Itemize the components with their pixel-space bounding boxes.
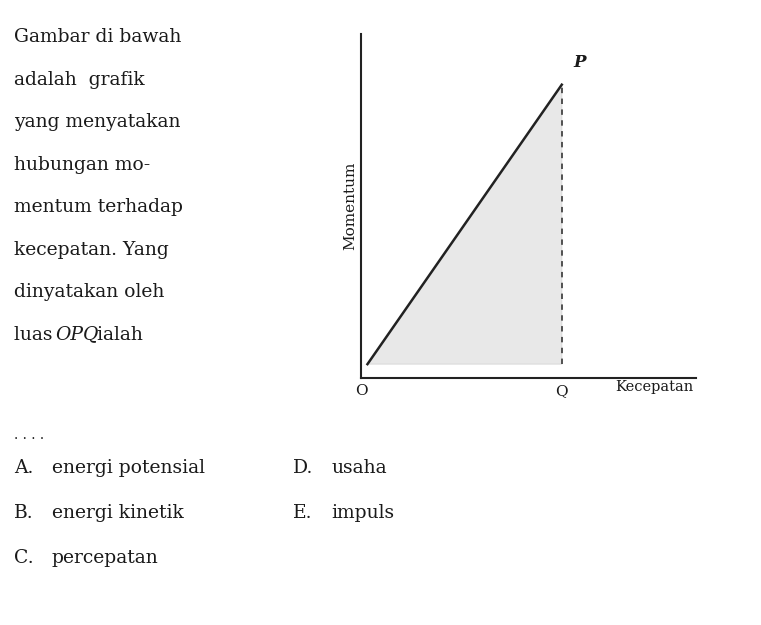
Text: impuls: impuls xyxy=(331,504,394,522)
Text: hubungan mo-: hubungan mo- xyxy=(14,156,150,174)
Text: mentum terhadap: mentum terhadap xyxy=(14,198,183,216)
Text: . . . .: . . . . xyxy=(14,428,44,442)
Text: O: O xyxy=(355,384,368,398)
Text: energi potensial: energi potensial xyxy=(52,459,205,478)
Text: P: P xyxy=(574,54,586,71)
Text: Kecepatan: Kecepatan xyxy=(615,379,693,394)
Text: percepatan: percepatan xyxy=(52,549,158,568)
Y-axis label: Momentum: Momentum xyxy=(343,162,358,251)
Text: ialah: ialah xyxy=(91,326,143,344)
Text: usaha: usaha xyxy=(331,459,387,478)
Text: B.: B. xyxy=(14,504,33,522)
Text: C.: C. xyxy=(14,549,33,568)
Text: yang menyatakan: yang menyatakan xyxy=(14,113,180,131)
Text: adalah  grafik: adalah grafik xyxy=(14,71,145,89)
Text: E.: E. xyxy=(293,504,313,522)
Text: dinyatakan oleh: dinyatakan oleh xyxy=(14,283,164,301)
Text: Gambar di bawah: Gambar di bawah xyxy=(14,28,181,46)
Text: D.: D. xyxy=(293,459,314,478)
Polygon shape xyxy=(368,84,562,364)
Text: energi kinetik: energi kinetik xyxy=(52,504,183,522)
Text: luas: luas xyxy=(14,326,58,344)
Text: A.: A. xyxy=(14,459,33,478)
Text: kecepatan. Yang: kecepatan. Yang xyxy=(14,241,168,259)
Text: OPQ: OPQ xyxy=(55,326,98,344)
Text: Q: Q xyxy=(556,384,568,398)
